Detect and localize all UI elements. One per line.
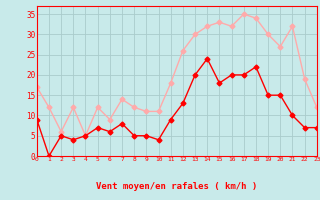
X-axis label: Vent moyen/en rafales ( km/h ): Vent moyen/en rafales ( km/h ) — [96, 182, 257, 191]
